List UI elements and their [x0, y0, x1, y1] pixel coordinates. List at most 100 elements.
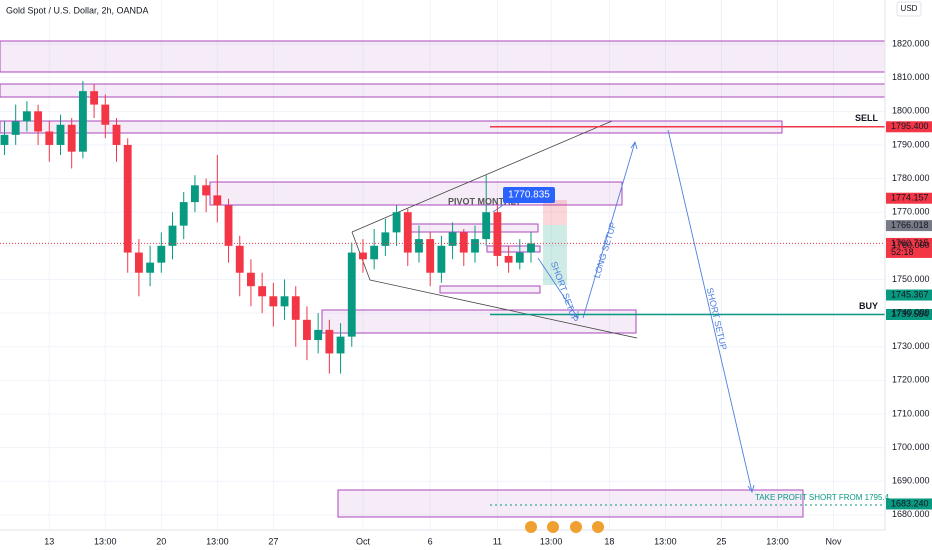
candle-body [157, 245, 166, 263]
candle-body [325, 329, 334, 354]
wedge-line [369, 279, 638, 339]
candle-body [134, 252, 143, 273]
price-label: 1795.400 [891, 121, 929, 131]
candle-body [78, 91, 87, 152]
candle-body [213, 195, 222, 206]
x-tick-label: 18 [604, 536, 614, 546]
event-icon [525, 521, 537, 533]
y-tick-label: 1770.000 [892, 207, 930, 217]
x-tick-label: 13:00 [94, 536, 117, 546]
candle-body [224, 205, 233, 246]
zone [0, 83, 886, 98]
candle-body [202, 185, 211, 196]
y-tick-label: 1760.000 [892, 240, 930, 250]
price-badge [886, 289, 932, 301]
candle-body [493, 212, 502, 256]
arrow [582, 140, 638, 319]
candle-body [527, 243, 535, 253]
candle-body [90, 91, 99, 105]
pivot-price: 1770.835 [508, 190, 550, 201]
y-tick-label: 1790.000 [892, 139, 930, 149]
candle-body [415, 239, 423, 253]
x-tick-label: Oct [356, 536, 371, 546]
candle-body [347, 252, 356, 337]
candle-body [269, 296, 278, 307]
y-tick-label: 1810.000 [892, 72, 930, 82]
event-icon [592, 521, 604, 533]
candle-body [258, 286, 267, 297]
candle-body [235, 245, 244, 273]
candle-body [22, 111, 31, 122]
y-tick-label: 1750.000 [892, 274, 930, 284]
take-profit-label: TAKE PROFIT SHORT FROM 1795.4 [755, 493, 890, 502]
candle-body [112, 124, 121, 145]
price-badge [886, 220, 932, 232]
x-tick-label: 13:00 [540, 536, 563, 546]
chart-title: Gold Spot / U.S. Dollar, 2h, OANDA [6, 5, 149, 15]
price-label: 1766.018 [891, 220, 929, 230]
event-icon [570, 521, 582, 533]
x-tick-label: 13:00 [766, 536, 789, 546]
x-tick-label: 13:00 [206, 536, 229, 546]
candle-body [101, 104, 110, 125]
candle-body [0, 134, 9, 145]
price-label: 1683.240 [891, 498, 929, 508]
candle-body [515, 252, 524, 263]
candle-body [437, 245, 446, 273]
candle-body [34, 111, 43, 132]
candle-body [336, 336, 345, 354]
arrow [492, 202, 507, 213]
candle-body [426, 239, 435, 273]
price-label: 1774.157 [891, 193, 929, 203]
candle-body [482, 212, 491, 240]
y-tick-label: 1780.000 [892, 173, 930, 183]
drawings [0, 40, 886, 518]
candle-body [291, 296, 300, 320]
candle-body [459, 232, 468, 253]
x-tick-label: 6 [428, 536, 433, 546]
zone [321, 309, 637, 334]
currency: USD [901, 4, 918, 13]
candle-body [280, 296, 289, 307]
candle-body [56, 124, 65, 145]
candle-body [504, 255, 513, 263]
y-tick-label: 1680.000 [892, 509, 930, 519]
price-badge [886, 121, 932, 133]
price-label: 1745.367 [891, 289, 929, 299]
price-badge [886, 308, 932, 320]
candle-body [11, 121, 20, 135]
candle-body [146, 262, 155, 273]
position-risk [543, 200, 567, 225]
x-tick-label: 27 [268, 536, 278, 546]
y-tick-label: 1740.000 [892, 307, 930, 317]
price-badge [886, 192, 932, 204]
zone [0, 40, 886, 73]
countdown: 52:18 [891, 247, 914, 257]
candle-body [471, 239, 479, 253]
x-tick-label: 13 [44, 536, 54, 546]
candle-body [168, 225, 177, 246]
candle-body [45, 131, 54, 145]
price-label: 1739.584 [891, 309, 929, 319]
x-tick-label: 20 [156, 536, 166, 546]
zone [486, 245, 541, 253]
x-tick-label: 11 [493, 536, 502, 546]
zone [337, 489, 804, 518]
candle-body [392, 212, 401, 233]
price-badge [886, 237, 932, 258]
candle-body [191, 185, 199, 203]
position-reward [543, 225, 567, 285]
x-tick-label: 13:00 [654, 536, 677, 546]
price-label: 1760.715 [891, 238, 929, 248]
price-badge [886, 498, 932, 510]
candle-body [67, 124, 76, 152]
candle-body [403, 212, 412, 253]
zone [439, 285, 541, 294]
y-tick-label: 1730.000 [892, 341, 930, 351]
y-tick-label: 1720.000 [892, 375, 930, 385]
candle-body [179, 202, 188, 226]
x-tick-label: 25 [716, 536, 726, 546]
level-name: SELL [855, 113, 879, 123]
event-icon [547, 521, 559, 533]
candle-body [381, 232, 390, 246]
